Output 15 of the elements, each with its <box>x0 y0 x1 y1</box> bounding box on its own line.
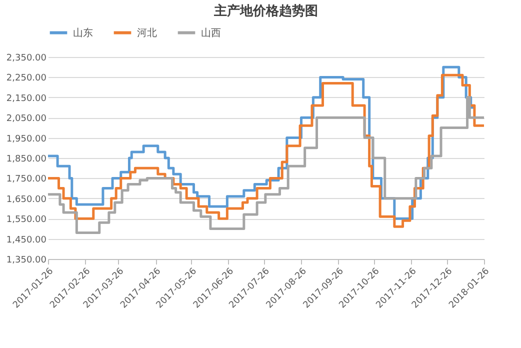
legend-label: 山东 <box>73 26 93 39</box>
chart-title: 主产地价格趋势图 <box>213 3 318 19</box>
y-tick-label: 2,250.00 <box>6 74 47 84</box>
y-tick-label: 1,950.00 <box>6 134 47 144</box>
y-tick-label: 2,050.00 <box>6 114 47 124</box>
y-tick-label: 1,450.00 <box>6 235 47 246</box>
y-tick-label: 1,850.00 <box>6 154 47 164</box>
y-tick-label: 1,750.00 <box>6 174 47 185</box>
y-tick-label: 1,550.00 <box>6 215 47 226</box>
legend-label: 河北 <box>137 26 157 39</box>
y-tick-label: 1,650.00 <box>6 194 47 205</box>
y-tick-label: 2,150.00 <box>6 94 47 104</box>
y-tick-label: 1,350.00 <box>6 256 47 266</box>
legend-label: 山西 <box>201 26 221 39</box>
y-tick-label: 2,350.00 <box>6 54 47 64</box>
